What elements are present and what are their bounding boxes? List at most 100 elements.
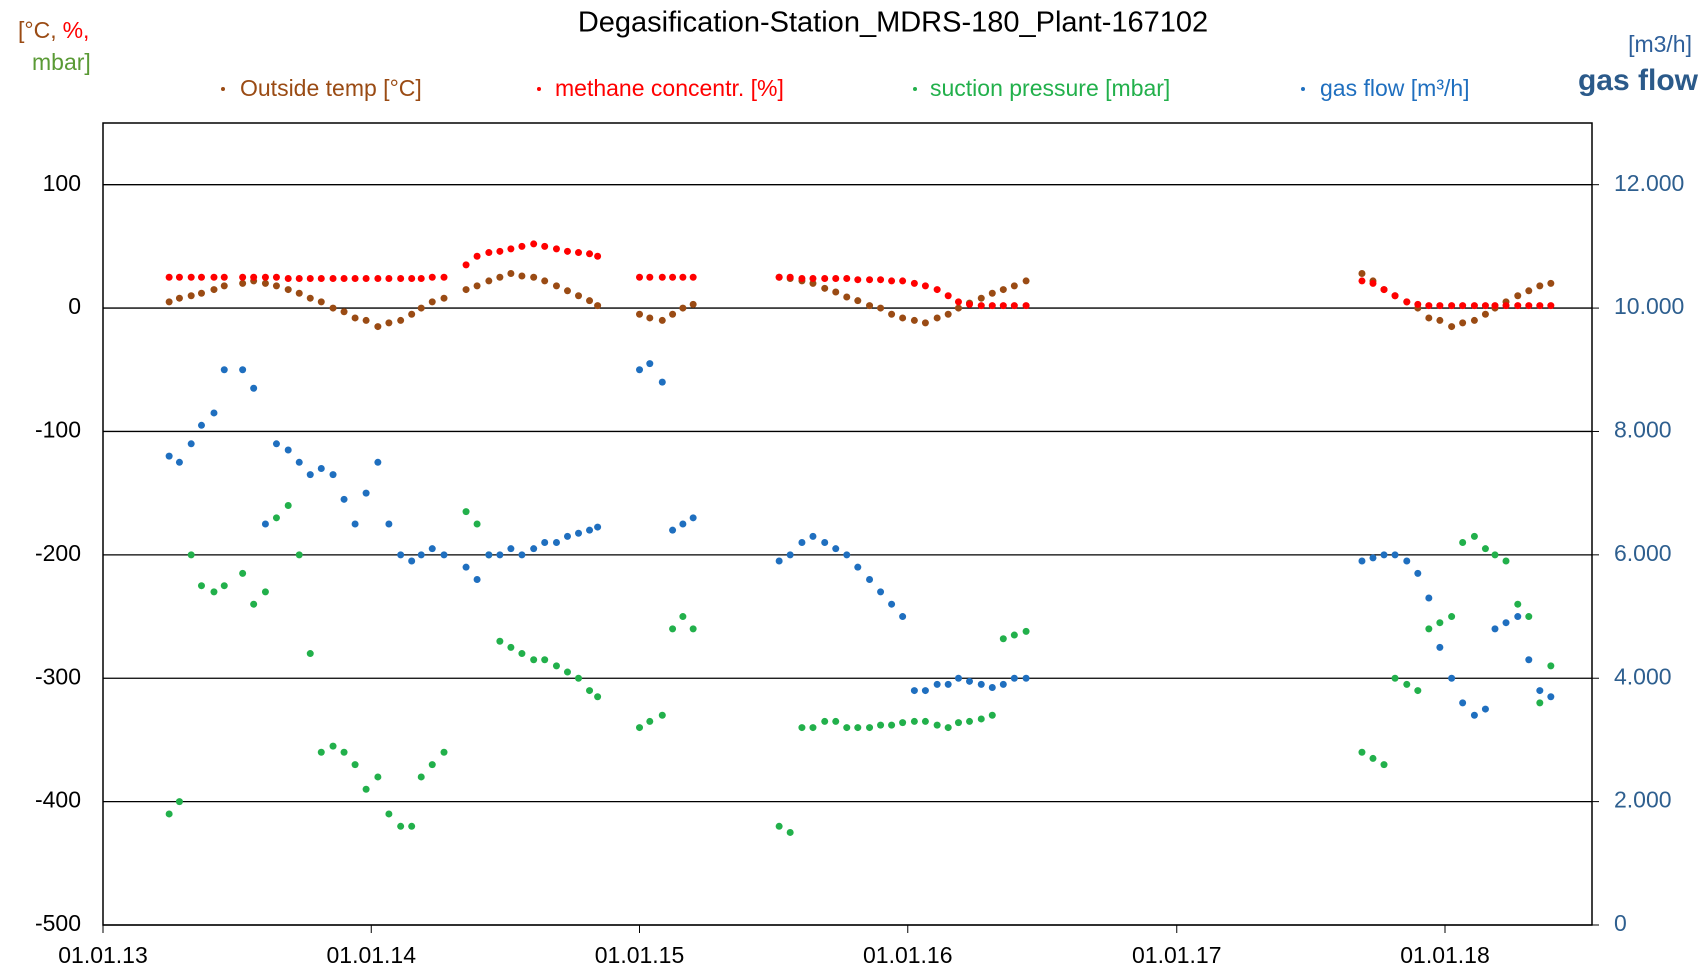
legend-label: gas flow [m³/h]	[1320, 75, 1470, 101]
data-point	[165, 452, 173, 460]
data-point	[197, 582, 205, 590]
data-point	[187, 273, 195, 281]
data-point	[669, 526, 677, 534]
data-point	[1403, 680, 1411, 688]
data-point	[921, 687, 929, 695]
data-point	[329, 742, 337, 750]
data-point	[679, 273, 687, 281]
data-point	[351, 274, 359, 282]
data-point	[518, 242, 526, 250]
data-point	[910, 316, 918, 324]
data-point	[1436, 643, 1444, 651]
data-point	[1380, 761, 1388, 769]
data-point	[775, 557, 783, 565]
data-point	[385, 810, 393, 818]
data-point	[1358, 557, 1366, 565]
data-point	[877, 588, 885, 596]
data-point	[944, 292, 952, 300]
data-point	[541, 656, 549, 664]
y-axis-label: [°C,%,	[18, 17, 89, 43]
data-point	[944, 310, 952, 318]
data-point	[552, 245, 560, 253]
data-point	[175, 294, 183, 302]
data-point	[295, 289, 303, 297]
data-point	[1022, 627, 1030, 635]
data-point	[507, 545, 515, 553]
data-point	[658, 378, 666, 386]
data-point	[1403, 298, 1411, 306]
data-point	[1525, 302, 1533, 310]
data-point	[921, 717, 929, 725]
data-point	[575, 674, 583, 682]
data-point	[689, 273, 697, 281]
data-point	[944, 680, 952, 688]
data-point	[821, 274, 829, 282]
data-point	[440, 748, 448, 756]
data-point	[832, 545, 840, 553]
data-point	[954, 719, 962, 727]
data-point	[284, 286, 292, 294]
data-point	[1525, 287, 1533, 295]
data-point	[1369, 279, 1377, 287]
data-point	[809, 724, 817, 732]
data-point	[1448, 613, 1456, 621]
data-point	[1448, 302, 1456, 310]
data-point	[408, 822, 416, 830]
data-point	[910, 279, 918, 287]
y2-tick-label: 2.000	[1614, 787, 1672, 813]
data-point	[462, 508, 470, 516]
data-point	[485, 551, 493, 559]
data-point	[646, 360, 654, 368]
data-point	[284, 274, 292, 282]
data-point	[397, 551, 405, 559]
data-point	[646, 717, 654, 725]
x-tick-label: 01.01.18	[1400, 942, 1490, 968]
data-point	[1536, 699, 1544, 707]
y-axis-label-part: mbar]	[32, 49, 91, 75]
data-point	[1380, 286, 1388, 294]
data-point	[250, 384, 258, 392]
data-point	[1547, 279, 1555, 287]
data-point	[220, 366, 228, 374]
data-point	[187, 440, 195, 448]
data-point	[272, 440, 280, 448]
data-point	[473, 520, 481, 528]
data-point	[428, 298, 436, 306]
data-point	[888, 310, 896, 318]
data-point	[1470, 532, 1478, 540]
data-point	[165, 273, 173, 281]
data-point	[586, 250, 594, 258]
data-point	[250, 273, 258, 281]
data-point	[397, 274, 405, 282]
data-point	[408, 274, 416, 282]
data-point	[689, 300, 697, 308]
data-point	[1369, 754, 1377, 762]
data-point	[295, 274, 303, 282]
data-point	[165, 298, 173, 306]
data-point	[933, 286, 941, 294]
data-point	[261, 588, 269, 596]
data-point	[530, 545, 538, 553]
data-point	[530, 656, 538, 664]
data-point	[1459, 539, 1467, 547]
data-point	[1502, 557, 1510, 565]
data-point	[877, 304, 885, 312]
data-point	[988, 711, 996, 719]
data-point	[594, 523, 602, 531]
data-point	[798, 274, 806, 282]
y-axis-label-part: [°C,	[18, 17, 57, 43]
data-point	[1010, 282, 1018, 290]
data-point	[462, 261, 470, 269]
y-tick-label: -100	[35, 417, 81, 443]
data-point	[575, 292, 583, 300]
data-point	[854, 724, 862, 732]
data-point	[496, 273, 504, 281]
data-point	[340, 274, 348, 282]
data-point	[496, 551, 504, 559]
data-point	[798, 724, 806, 732]
data-point	[295, 458, 303, 466]
data-point	[854, 563, 862, 571]
data-point	[679, 520, 687, 528]
data-point	[1481, 545, 1489, 553]
data-point	[843, 551, 851, 559]
